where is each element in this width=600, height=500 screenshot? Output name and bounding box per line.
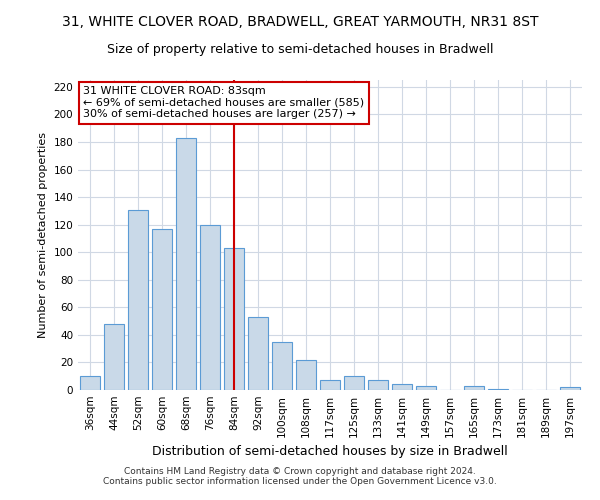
Bar	[128, 210, 148, 390]
X-axis label: Distribution of semi-detached houses by size in Bradwell: Distribution of semi-detached houses by …	[152, 446, 508, 458]
Bar	[416, 386, 436, 390]
Y-axis label: Number of semi-detached properties: Number of semi-detached properties	[38, 132, 48, 338]
Bar	[152, 229, 172, 390]
Bar	[368, 380, 388, 390]
Bar	[560, 387, 580, 390]
Bar	[248, 317, 268, 390]
Text: Contains HM Land Registry data © Crown copyright and database right 2024.: Contains HM Land Registry data © Crown c…	[124, 467, 476, 476]
Bar	[488, 388, 508, 390]
Text: 31, WHITE CLOVER ROAD, BRADWELL, GREAT YARMOUTH, NR31 8ST: 31, WHITE CLOVER ROAD, BRADWELL, GREAT Y…	[62, 15, 538, 29]
Text: 31 WHITE CLOVER ROAD: 83sqm
← 69% of semi-detached houses are smaller (585)
30% : 31 WHITE CLOVER ROAD: 83sqm ← 69% of sem…	[83, 86, 364, 120]
Bar	[80, 376, 100, 390]
Bar	[176, 138, 196, 390]
Bar	[224, 248, 244, 390]
Bar	[104, 324, 124, 390]
Bar	[344, 376, 364, 390]
Bar	[320, 380, 340, 390]
Bar	[296, 360, 316, 390]
Bar	[392, 384, 412, 390]
Bar	[272, 342, 292, 390]
Bar	[200, 224, 220, 390]
Text: Contains public sector information licensed under the Open Government Licence v3: Contains public sector information licen…	[103, 477, 497, 486]
Text: Size of property relative to semi-detached houses in Bradwell: Size of property relative to semi-detach…	[107, 42, 493, 56]
Bar	[464, 386, 484, 390]
